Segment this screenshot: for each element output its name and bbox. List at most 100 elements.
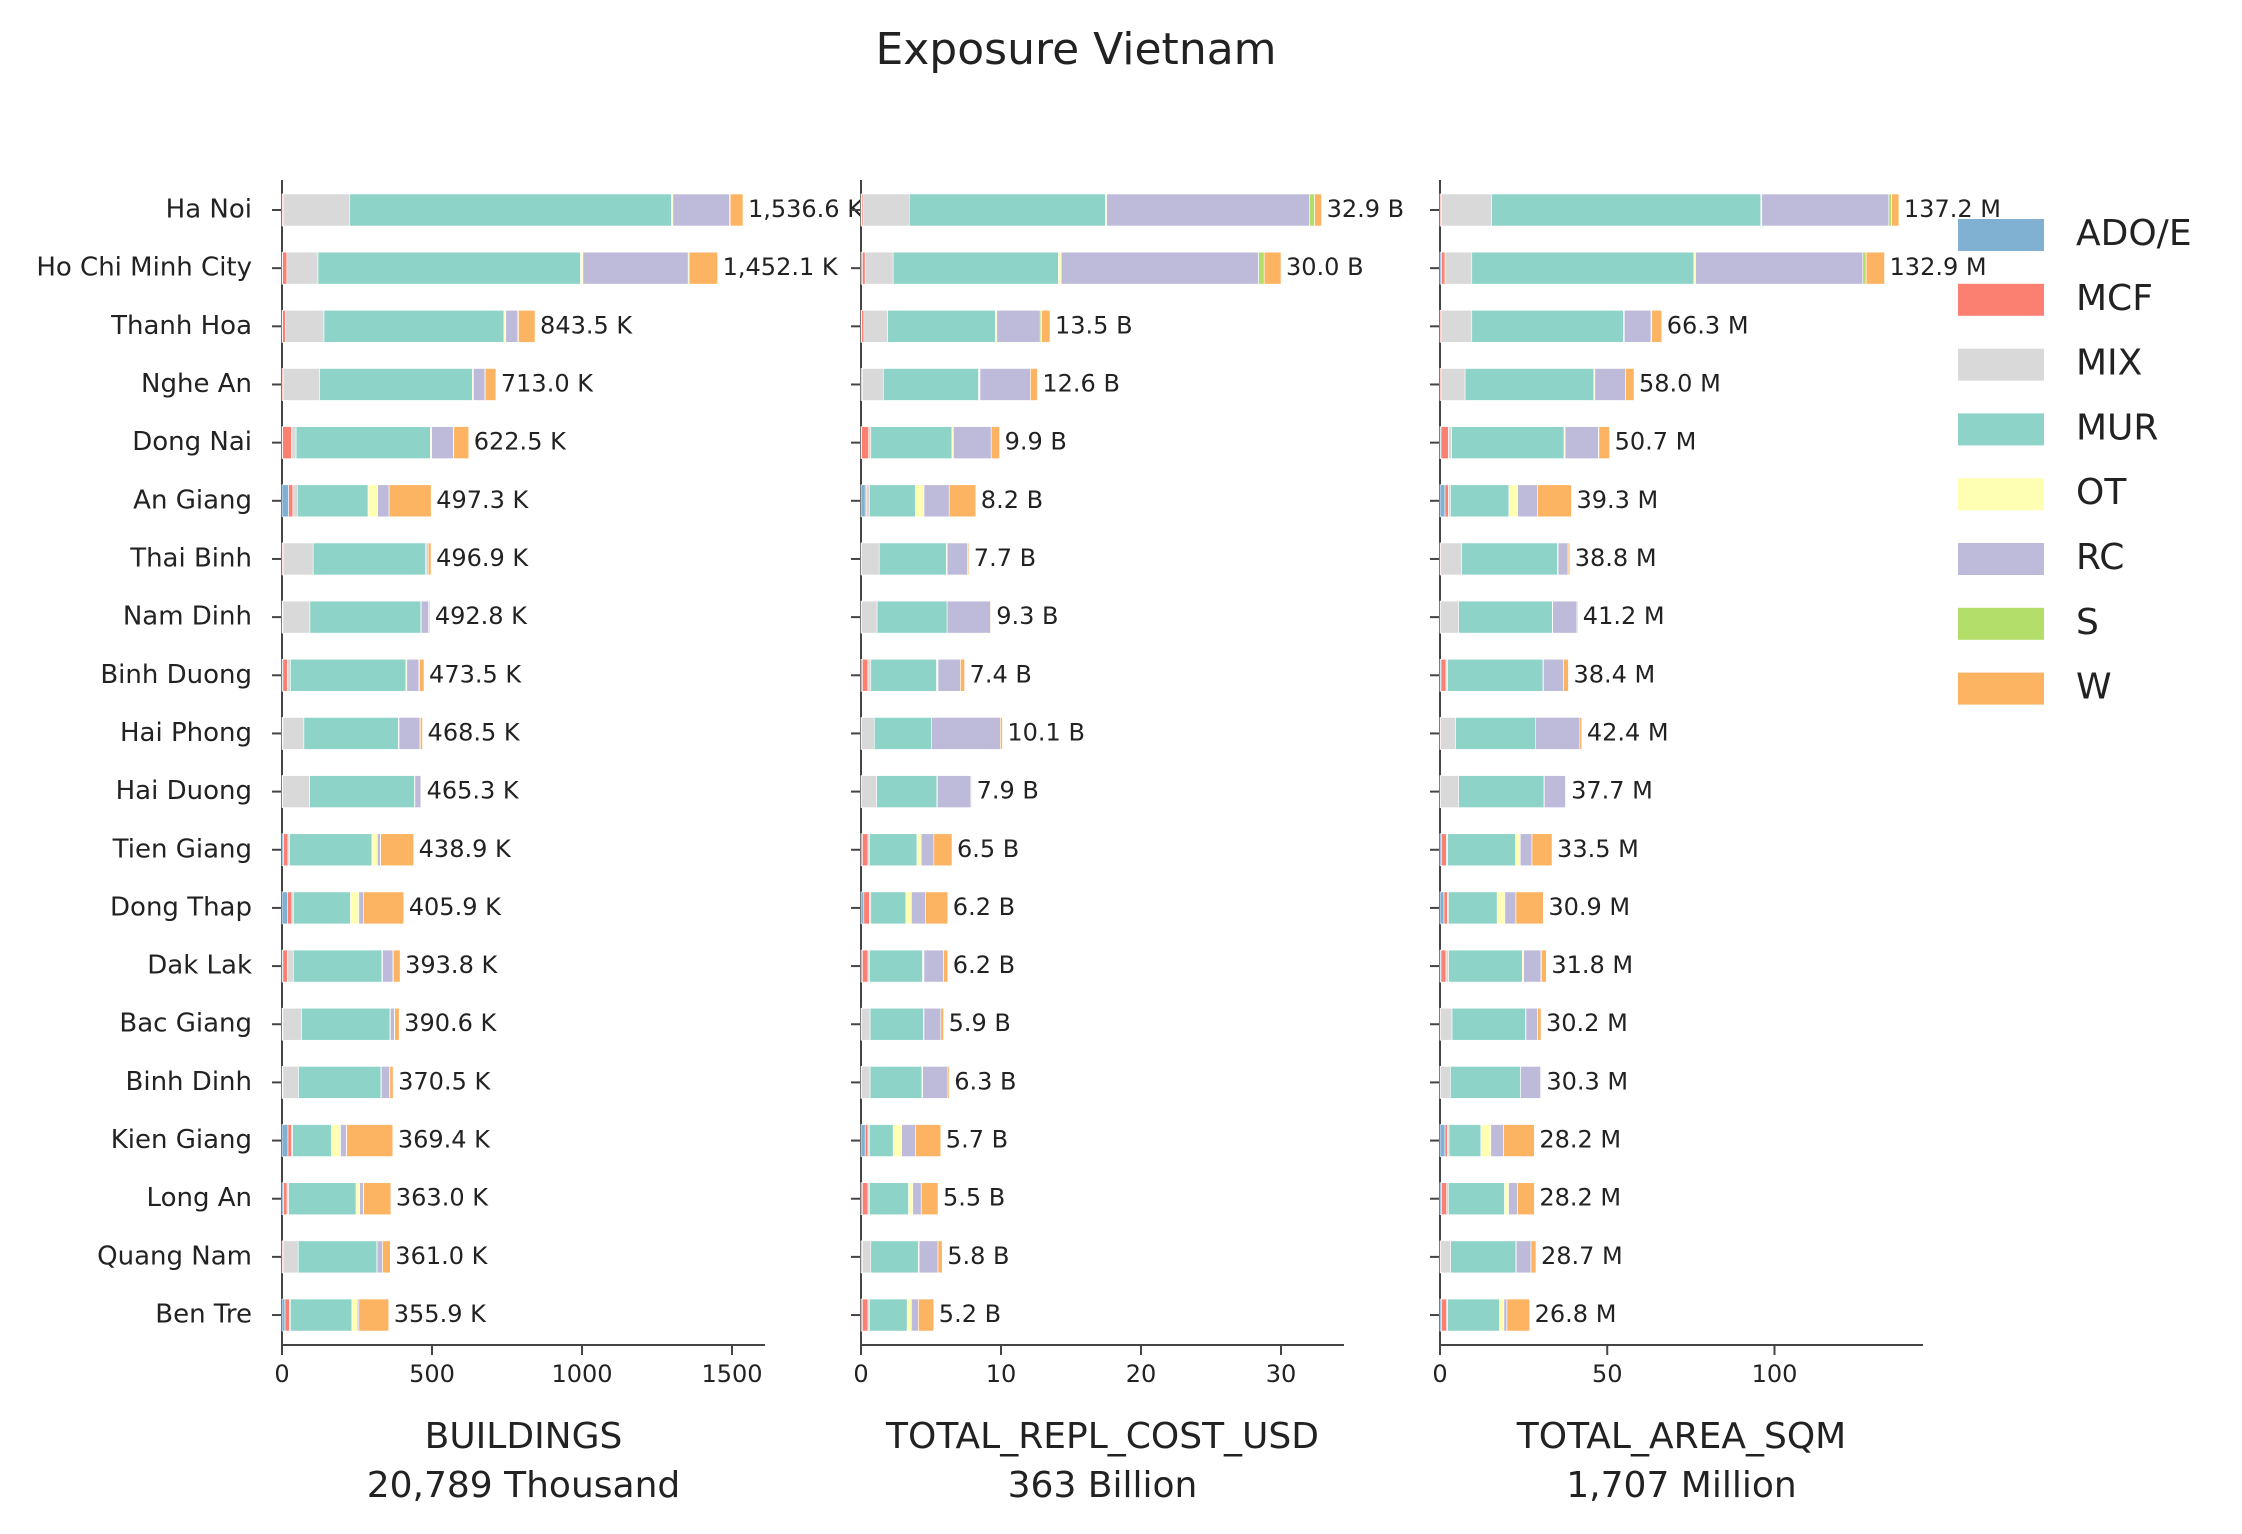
- bar-segment: [912, 1182, 922, 1216]
- bar-segment: [580, 251, 584, 285]
- x-tick-label: 0: [1432, 1360, 1447, 1388]
- legend-swatch: [1958, 283, 2044, 316]
- bar-segment: [282, 1007, 302, 1041]
- bar-segment: [1440, 1007, 1453, 1041]
- bar-segment: [1447, 833, 1516, 867]
- value-label: 28.2 M: [1539, 1184, 1621, 1212]
- value-label: 355.9 K: [394, 1300, 487, 1328]
- bar-segment: [291, 426, 297, 459]
- bar-segment: [382, 949, 394, 983]
- bar-segment: [292, 1124, 332, 1157]
- bar-segment: [420, 600, 430, 634]
- bar-segment: [861, 1007, 871, 1041]
- bar-segment: [990, 426, 1000, 459]
- bar-segment: [1030, 368, 1038, 401]
- bar-segment: [861, 426, 870, 459]
- bar-segment: [911, 891, 926, 925]
- bar-segment: [367, 484, 379, 518]
- value-label: 9.9 B: [1005, 428, 1067, 456]
- value-label: 13.5 B: [1055, 311, 1133, 339]
- value-label: 42.4 M: [1587, 718, 1669, 746]
- bar-segment: [967, 542, 970, 576]
- value-label: 32.9 B: [1327, 195, 1405, 223]
- value-label: 1,452.1 K: [723, 253, 839, 281]
- bar-segment: [1519, 833, 1533, 867]
- bar-segment: [861, 542, 880, 576]
- bar-segment: [284, 1298, 290, 1332]
- y-tick-label: An Giang: [133, 485, 252, 515]
- bar-segment: [901, 1124, 916, 1157]
- bar-segment: [1441, 368, 1466, 401]
- x-axis-label: TOTAL_AREA_SQM: [1516, 1416, 1846, 1457]
- bar-segment: [431, 426, 454, 459]
- value-label: 369.4 K: [398, 1126, 491, 1154]
- value-label: 38.8 M: [1575, 544, 1657, 572]
- y-tick-label: Kien Giang: [111, 1125, 252, 1155]
- bar-segment: [349, 193, 672, 227]
- bar-segment: [484, 368, 497, 401]
- y-tick-label: Ben Tre: [155, 1300, 252, 1330]
- bar-segment: [862, 833, 869, 867]
- value-label: 7.4 B: [970, 660, 1032, 688]
- bar-segment: [1598, 426, 1610, 459]
- bar-segment: [394, 1007, 400, 1041]
- value-label: 38.4 M: [1573, 660, 1655, 688]
- bar-segment: [309, 600, 422, 634]
- bar-segment: [1441, 833, 1447, 867]
- bar-segment: [282, 600, 311, 634]
- bar-segment: [319, 368, 473, 401]
- value-label: 31.8 M: [1551, 951, 1633, 979]
- legend-swatch: [1958, 478, 2044, 511]
- bar-segment: [282, 310, 286, 343]
- bar-segment: [1491, 193, 1762, 227]
- bar-segment: [931, 717, 1001, 750]
- bar-segment: [868, 426, 872, 459]
- value-label: 5.9 B: [949, 1009, 1011, 1037]
- bar-segment: [358, 1298, 390, 1332]
- bar-segment: [861, 310, 865, 343]
- bar-segment: [911, 1298, 919, 1332]
- bar-segment: [996, 310, 1041, 343]
- bar-segment: [1447, 658, 1544, 692]
- bar-segment: [453, 426, 470, 459]
- bar-segment: [428, 600, 431, 634]
- bar-segment: [287, 891, 293, 925]
- value-label: 39.3 M: [1576, 486, 1658, 514]
- value-label: 26.8 M: [1535, 1300, 1617, 1328]
- bar-segment: [1567, 542, 1571, 576]
- bar-segment: [1450, 1066, 1521, 1099]
- bar-segment: [862, 1182, 869, 1216]
- bar-segment: [1496, 891, 1506, 925]
- bar-segment: [1517, 1182, 1535, 1216]
- bar-segment: [990, 600, 992, 634]
- bar-segment: [1309, 193, 1315, 227]
- bar-segment: [1060, 251, 1259, 285]
- chart-title: Exposure Vietnam: [875, 24, 1276, 75]
- bar-segment: [1451, 426, 1565, 459]
- bar-segment: [1499, 1298, 1505, 1332]
- bar-segment: [1451, 1007, 1526, 1041]
- legend-swatch: [1958, 413, 2044, 446]
- y-tick-label: Dong Nai: [132, 427, 252, 457]
- bar-segment: [862, 193, 910, 227]
- bar-segment: [1448, 1124, 1482, 1157]
- bar-segment: [1540, 1066, 1542, 1099]
- bar-segment: [419, 658, 425, 692]
- bar-segment: [359, 1182, 364, 1216]
- bar-segment: [861, 717, 875, 750]
- value-label: 465.3 K: [427, 777, 520, 805]
- bar-segment: [389, 1007, 395, 1041]
- value-label: 622.5 K: [474, 428, 567, 456]
- x-tick-label: 50: [1592, 1360, 1623, 1388]
- bar-segment: [1441, 1298, 1447, 1332]
- bar-segment: [946, 542, 968, 576]
- bar-segment: [1445, 949, 1449, 983]
- value-label: 33.5 M: [1557, 835, 1639, 863]
- bar-segment: [1862, 251, 1867, 285]
- bar-segment: [1515, 1240, 1532, 1274]
- bar-segment: [1504, 891, 1517, 925]
- bar-segment: [398, 717, 421, 750]
- bar-segment: [908, 1182, 914, 1216]
- bar-segment: [1503, 1298, 1508, 1332]
- bar-segment: [331, 1124, 341, 1157]
